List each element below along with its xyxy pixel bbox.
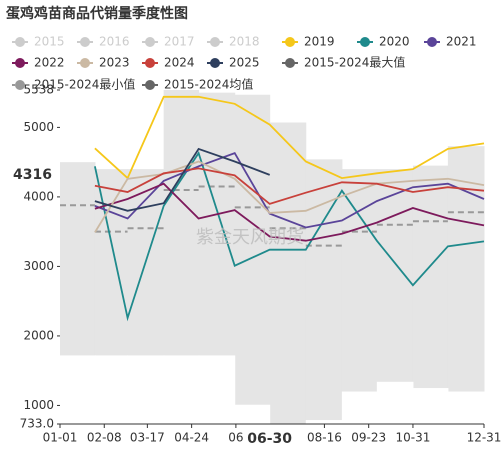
chart-title: 蛋鸡鸡苗商品代销量季度性图 bbox=[6, 5, 188, 22]
pointer-y-bg bbox=[14, 165, 56, 184]
min-area bbox=[198, 355, 236, 424]
series-line bbox=[94, 151, 485, 322]
legend-icon-dot bbox=[80, 58, 90, 68]
max-area bbox=[269, 122, 307, 424]
series-line bbox=[94, 160, 485, 233]
min-area bbox=[127, 355, 165, 424]
legend-icon-dot bbox=[145, 80, 155, 90]
plot-area bbox=[60, 90, 485, 425]
watermark: 紫金天风期货 bbox=[196, 227, 304, 248]
min-area bbox=[412, 388, 449, 424]
x-tick-label: 09-23 bbox=[351, 431, 386, 445]
legend-icon-dot bbox=[210, 58, 220, 68]
legend-label: 2022 bbox=[34, 56, 65, 70]
min-area bbox=[376, 381, 414, 424]
y-tick-label: 4000 bbox=[23, 189, 54, 203]
pointer-x-label: 06-30 bbox=[247, 431, 292, 447]
x-tick-label: 02-08 bbox=[87, 431, 122, 445]
legend-icon-dot bbox=[285, 37, 295, 47]
legend-icon-dot bbox=[15, 80, 25, 90]
y-tick-label: 5538 bbox=[23, 83, 54, 97]
legend-label: 2025 bbox=[229, 56, 260, 70]
min-area bbox=[60, 355, 96, 424]
x-tick-label: 06 bbox=[228, 431, 243, 445]
legend-icon-dot bbox=[285, 58, 295, 68]
legend-label: 2020 bbox=[379, 35, 410, 49]
min-area bbox=[234, 404, 271, 424]
y-tick-label: 2000 bbox=[23, 328, 54, 342]
legend-icon-dot bbox=[15, 37, 25, 47]
min-area bbox=[163, 355, 200, 424]
legend-icon-dot bbox=[80, 37, 90, 47]
legend-label: 2018 bbox=[229, 35, 260, 49]
legend-label: 2021 bbox=[446, 35, 477, 49]
x-tick-label: 08-16 bbox=[307, 431, 342, 445]
pointer-y-label: 4316 bbox=[13, 167, 52, 183]
legend-icon-dot bbox=[360, 37, 370, 47]
legend-label: 2017 bbox=[164, 35, 195, 49]
max-area bbox=[412, 165, 449, 425]
legend-icon-dot bbox=[145, 58, 155, 68]
min-area bbox=[341, 391, 378, 424]
y-tick-label: 1000 bbox=[23, 398, 54, 412]
max-area bbox=[447, 146, 485, 424]
x-tick-label: 10-31 bbox=[396, 431, 431, 445]
y-tick-label: 3000 bbox=[23, 259, 54, 273]
y-tick-label: 5000 bbox=[23, 120, 54, 134]
max-area bbox=[234, 94, 271, 424]
legend-icon-dot bbox=[145, 37, 155, 47]
x-tick-label: 01-01 bbox=[43, 431, 78, 445]
legend-icon-dot bbox=[15, 58, 25, 68]
legend-label: 2015-2024最小值 bbox=[34, 77, 135, 92]
series-line bbox=[94, 95, 485, 180]
y-tick-label: 733.0 bbox=[20, 417, 54, 431]
x-tick-label: 03-17 bbox=[130, 431, 165, 445]
max-area bbox=[341, 169, 378, 424]
x-tick-label: 12-31 bbox=[467, 431, 502, 445]
legend-icon-dot bbox=[210, 37, 220, 47]
legend-label: 2015-2024最大值 bbox=[304, 55, 405, 70]
legend-label: 2015 bbox=[34, 35, 65, 49]
legend-label: 2015-2024均值 bbox=[164, 77, 253, 92]
legend-label: 2016 bbox=[99, 35, 130, 49]
series-line bbox=[94, 182, 485, 242]
max-area bbox=[376, 169, 414, 424]
pointer-x-bg bbox=[245, 429, 294, 447]
min-area bbox=[305, 420, 343, 424]
legend-label: 2024 bbox=[164, 56, 195, 70]
series-line bbox=[94, 167, 485, 205]
min-area bbox=[447, 391, 485, 424]
series-line bbox=[94, 147, 271, 212]
legend-icon-dot bbox=[427, 37, 437, 47]
x-tick-label: 04-24 bbox=[174, 431, 209, 445]
legend-label: 2019 bbox=[304, 35, 335, 49]
min-area bbox=[94, 355, 129, 424]
legend-label: 2023 bbox=[99, 56, 130, 70]
